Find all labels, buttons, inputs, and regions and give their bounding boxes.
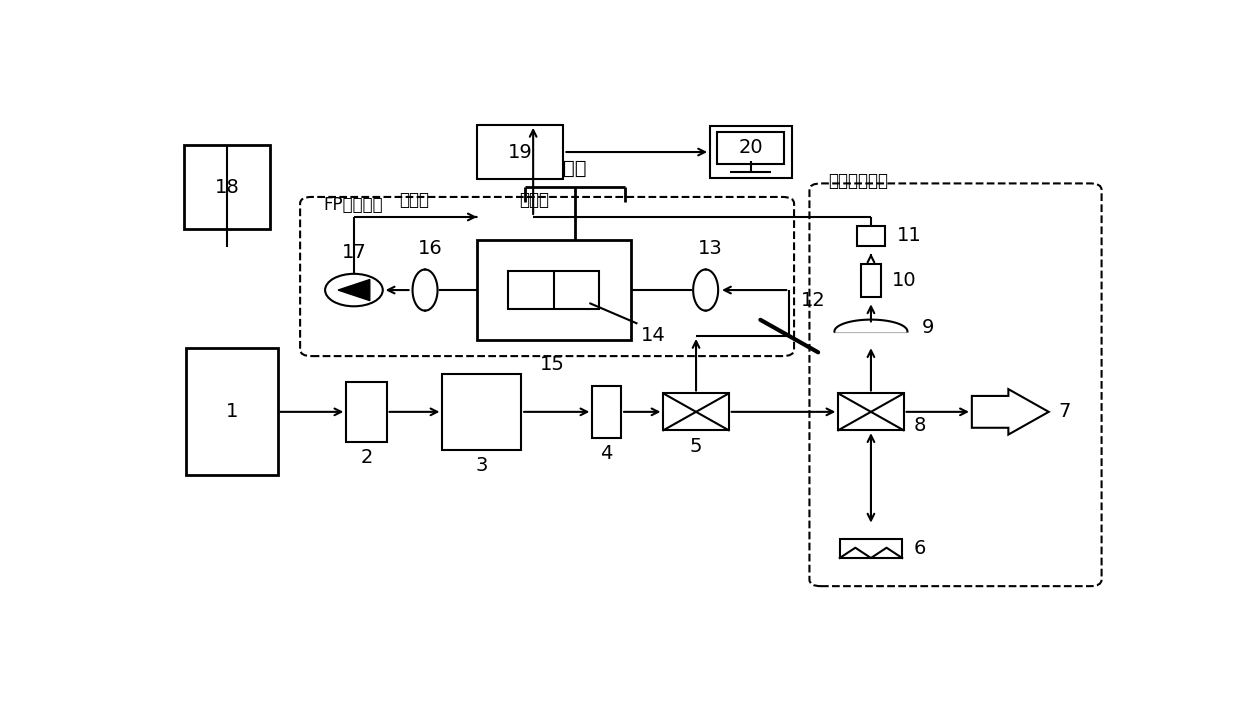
Text: 真空: 真空 [563, 158, 587, 177]
Bar [717, 132, 785, 164]
Bar [508, 271, 599, 309]
Bar [477, 125, 563, 179]
Text: 10: 10 [892, 271, 916, 290]
Text: 17: 17 [341, 243, 366, 262]
Bar [711, 127, 791, 178]
Bar [838, 394, 904, 430]
Text: 18: 18 [215, 178, 239, 197]
Text: 13: 13 [698, 238, 723, 257]
Bar [593, 386, 621, 437]
Text: 6: 6 [914, 539, 926, 558]
Text: 通道二: 通道二 [520, 191, 549, 209]
Polygon shape [972, 389, 1049, 434]
Text: 2: 2 [361, 449, 372, 467]
Text: FP干涉系统: FP干涉系统 [324, 196, 383, 214]
Text: 11: 11 [897, 226, 921, 245]
Bar [477, 240, 631, 340]
Bar [839, 539, 903, 558]
Bar [857, 226, 885, 246]
Text: 7: 7 [1059, 402, 1070, 421]
Bar [862, 264, 880, 297]
Bar [346, 382, 387, 441]
Bar [663, 394, 729, 430]
Text: 12: 12 [801, 291, 826, 310]
Text: 4: 4 [600, 444, 613, 463]
Text: 8: 8 [913, 416, 925, 435]
Text: 15: 15 [539, 355, 564, 374]
Polygon shape [339, 280, 370, 301]
Bar [443, 374, 521, 450]
Text: 通道一: 通道一 [399, 191, 429, 209]
Text: 1: 1 [226, 402, 238, 421]
Circle shape [325, 273, 383, 307]
Text: 3: 3 [476, 456, 487, 475]
Bar [184, 146, 270, 229]
Text: 9: 9 [921, 318, 934, 337]
Text: 16: 16 [418, 238, 443, 257]
Bar [186, 348, 278, 475]
Text: 19: 19 [508, 143, 532, 162]
Text: 5: 5 [689, 437, 702, 456]
Text: 测量干涉系统: 测量干涉系统 [828, 172, 888, 190]
Text: 20: 20 [739, 138, 763, 157]
Text: 14: 14 [641, 326, 666, 345]
